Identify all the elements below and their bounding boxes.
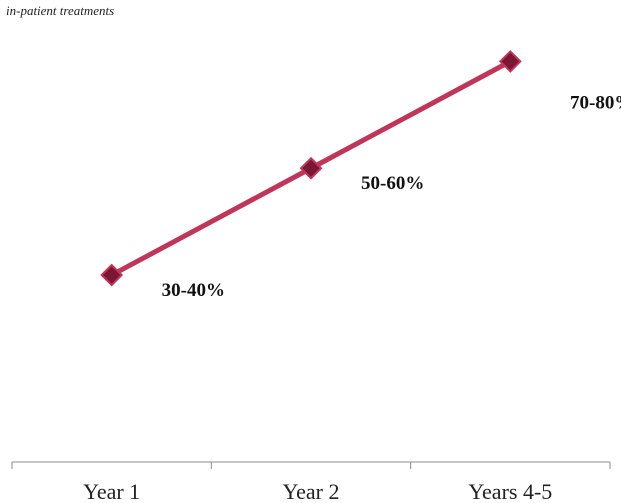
labels-layer: 30-40% 50-60% 70-80% (162, 92, 621, 301)
data-label: 50-60% (361, 173, 424, 194)
x-axis: Year 1 Year 2 Years 4-5 (11, 461, 611, 503)
data-label: 70-80% (570, 92, 621, 113)
data-point-marker (100, 263, 124, 287)
data-label: 30-40% (162, 280, 225, 301)
chart-subtitle: in-patient treatments (6, 3, 115, 18)
series-layer (100, 49, 522, 287)
x-tick-label: Years 4-5 (468, 479, 552, 503)
data-point-marker (299, 156, 323, 180)
x-tick-label: Year 2 (282, 479, 339, 503)
x-tick-label: Year 1 (83, 479, 140, 503)
data-point-marker (498, 49, 522, 73)
